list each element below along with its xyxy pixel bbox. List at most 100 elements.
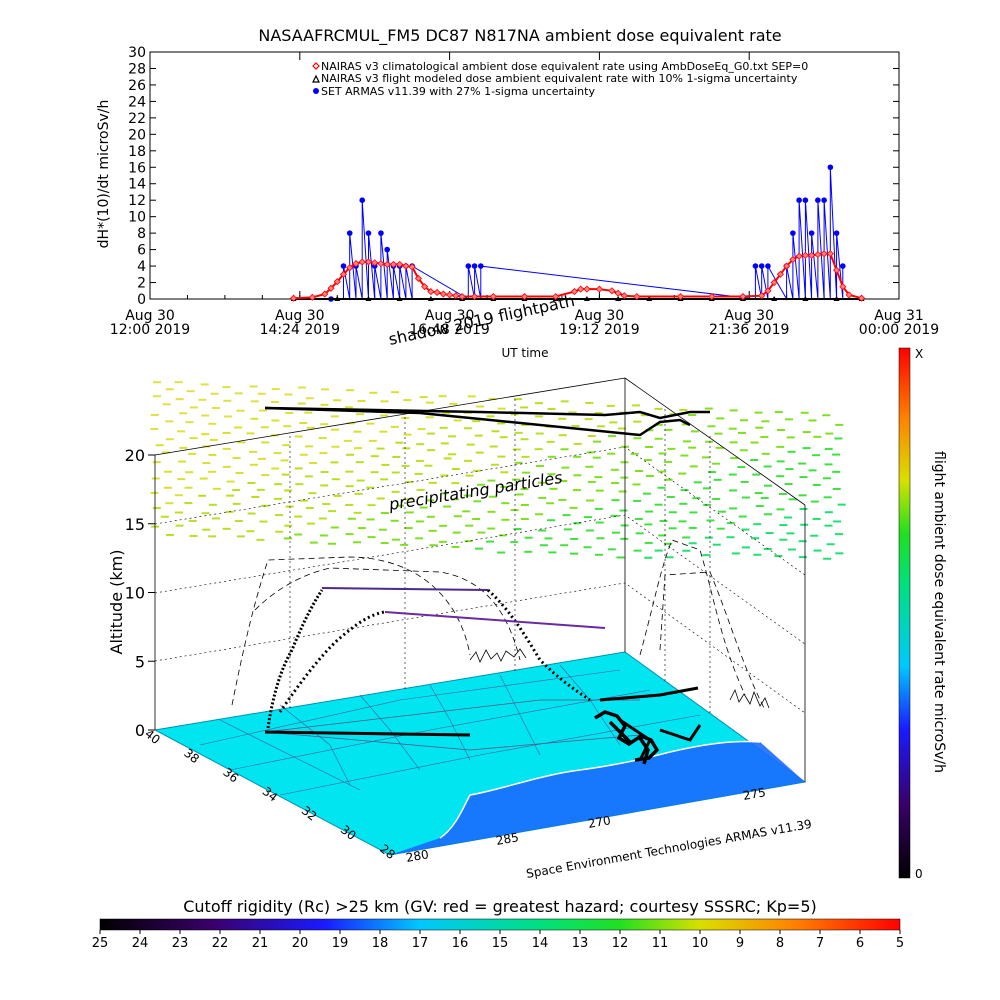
armas-point — [340, 263, 347, 269]
flightpath-climb-return — [278, 610, 386, 713]
rigidity-tick-label: 25 — [92, 936, 109, 951]
nairas-clim-point — [289, 294, 298, 302]
legend-entry-nairas-climatological: NAIRAS v3 climatological ambient dose eq… — [321, 60, 808, 73]
nairas-clim-point — [371, 259, 379, 267]
legend-marker-triangle — [312, 74, 320, 83]
rigidity-tick-label: 10 — [692, 936, 709, 951]
nairas-clim-point — [433, 288, 441, 296]
nairas-clim-point — [801, 251, 809, 259]
cutoff-rigidity-ticks: 25 24 23 22 21 20 19 18 17 16 15 14 13 12 11 10 9 8 7 6 5 — [92, 930, 904, 951]
legend-marker-circle — [313, 88, 319, 94]
rigidity-tick-label: 20 — [292, 936, 309, 951]
ground-map — [153, 651, 807, 856]
longitude-tick-label: 270 — [587, 813, 612, 831]
nairas-clim-point — [402, 262, 410, 270]
altitude-tick-label: 0 — [135, 721, 145, 740]
nairas-clim-point — [808, 251, 816, 259]
flightpath-climb-west — [266, 589, 324, 729]
flightpath-ground-east — [264, 686, 702, 761]
flightpath-top-projection — [264, 406, 710, 437]
nairas-flight-point — [771, 296, 778, 301]
nairas-clim-point — [439, 290, 447, 298]
nairas-clim-point — [352, 260, 360, 268]
nairas-clim-point — [552, 292, 560, 301]
y-tick-label: 26 — [128, 78, 146, 94]
nairas-clim-point — [814, 250, 822, 259]
nairas-clim-point — [789, 255, 797, 264]
legend-entry-armas: SET ARMAS v11.39 with 27% 1-sigma uncert… — [321, 85, 595, 98]
y-tick-label: 16 — [128, 160, 146, 176]
rigidity-tick-label: 15 — [492, 936, 509, 951]
armas-point — [465, 263, 472, 269]
flightpath-cruise-upper — [321, 587, 489, 591]
y-tick-label: 28 — [128, 61, 146, 77]
armas-point — [833, 230, 840, 236]
rigidity-tick-label: 21 — [252, 936, 269, 951]
x-tick-label-time: 12:00 2019 — [110, 322, 190, 338]
nairas-clim-point — [783, 262, 791, 270]
armas-point — [765, 263, 771, 269]
rigidity-tick-label: 13 — [572, 936, 589, 951]
nairas-clim-point — [396, 260, 404, 268]
armas-point — [758, 263, 765, 269]
annotation-precipitating-particles: precipitating particles — [387, 468, 564, 514]
altitude-tick-label: 20 — [125, 446, 145, 465]
rigidity-tick-label: 12 — [612, 936, 629, 951]
nairas-clim-point — [520, 292, 529, 301]
coastline — [439, 740, 761, 839]
flightpath-shadow-squiggle — [469, 648, 527, 663]
longitude-tick-label: 285 — [495, 830, 520, 848]
nairas-clim-point — [377, 260, 385, 268]
y-tick-label: 6 — [137, 243, 146, 259]
nairas-clim-point — [458, 292, 466, 301]
dose-colorbar-bottom-label: 0 — [915, 867, 923, 881]
altitude-tick-label: 10 — [125, 584, 145, 603]
x-tick-label-date: Aug 30 — [275, 308, 325, 324]
y-tick-label: 0 — [137, 292, 146, 308]
legend: NAIRAS v3 climatological ambient dose eq… — [312, 60, 808, 98]
nairas-clim-point — [358, 258, 366, 266]
nairas-clim-point — [308, 293, 316, 301]
rigidity-tick-label: 19 — [332, 936, 349, 951]
nairas-flight-point — [396, 296, 403, 301]
armas-point — [821, 197, 827, 203]
x-tick-label-time: 19:12 2019 — [559, 322, 639, 338]
rigidity-tick-label: 14 — [532, 936, 549, 951]
dose-rate-panel: NASAAFRCMUL_FM5 DC87 N817NA ambient dose… — [96, 26, 939, 360]
nairas-clim-point — [857, 294, 866, 302]
altitude-axis-label: Altitude (km) — [107, 550, 126, 655]
x-tick-label-date: Aug 30 — [425, 308, 475, 324]
nairas-clim-point — [676, 292, 685, 301]
rigidity-tick-label: 18 — [372, 936, 389, 951]
armas-point — [478, 263, 484, 269]
flightpath-shadow-squiggle-east — [729, 688, 770, 709]
nairas-clim-point — [595, 285, 603, 293]
nairas-clim-point — [421, 283, 429, 291]
y-axis-label: dH*(10)/dt microSv/h — [96, 100, 112, 249]
nairas-clim-point — [327, 284, 335, 292]
nairas-clim-point — [577, 285, 585, 293]
y-tick-label: 10 — [128, 210, 146, 226]
armas-point — [802, 197, 809, 203]
nairas-clim-point — [339, 270, 348, 278]
cutoff-rigidity-title: Cutoff rigidity (Rc) >25 km (GV: red = g… — [183, 897, 817, 916]
x-tick-label-date: Aug 30 — [724, 308, 774, 324]
nairas-clim-point — [633, 292, 641, 301]
series-nairas-climatological — [289, 250, 866, 302]
armas-point — [365, 230, 372, 236]
nairas-clim-point — [708, 292, 716, 301]
nairas-clim-point — [739, 292, 747, 301]
rigidity-tick-label: 11 — [652, 936, 669, 951]
rigidity-tick-label: 24 — [132, 936, 149, 951]
armas-point — [808, 230, 815, 236]
nairas-clim-point — [471, 292, 479, 301]
3d-box-frame — [154, 377, 806, 782]
altitude-tick-label: 15 — [125, 515, 145, 534]
x-tick-label-date: Aug 30 — [125, 308, 175, 324]
nairas-clim-point — [333, 278, 341, 286]
rigidity-tick-label: 6 — [856, 936, 864, 951]
altitude-gridlines — [154, 396, 806, 714]
rigidity-tick-label: 7 — [816, 936, 824, 951]
dose-colorbar-label: flight ambient dose equivalent rate micr… — [931, 451, 947, 773]
